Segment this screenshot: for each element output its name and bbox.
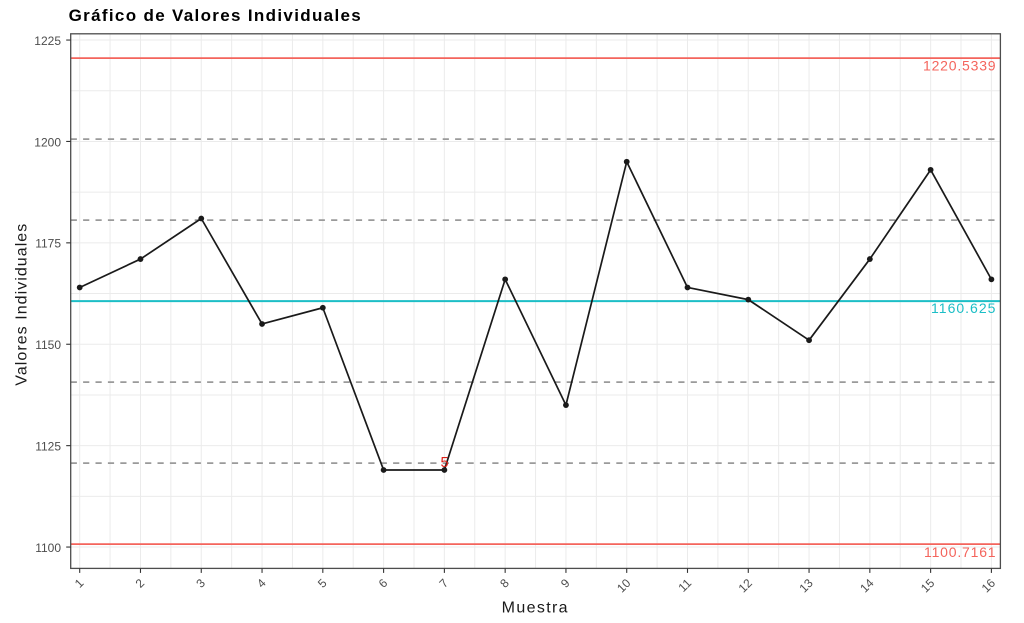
svg-text:1150: 1150 bbox=[35, 338, 61, 352]
svg-text:Valores Individuales: Valores Individuales bbox=[14, 223, 31, 386]
svg-text:1200: 1200 bbox=[34, 135, 61, 149]
svg-text:1220.5339: 1220.5339 bbox=[923, 58, 996, 74]
svg-text:1100: 1100 bbox=[35, 541, 61, 555]
svg-text:1175: 1175 bbox=[35, 237, 61, 251]
svg-text:1160.625: 1160.625 bbox=[931, 300, 996, 316]
svg-text:Gráfico de Valores Individuale: Gráfico de Valores Individuales bbox=[69, 6, 363, 25]
svg-text:1225: 1225 bbox=[34, 34, 61, 48]
svg-text:Muestra: Muestra bbox=[502, 599, 569, 616]
svg-text:1100.7161: 1100.7161 bbox=[924, 544, 996, 560]
svg-text:1125: 1125 bbox=[35, 440, 61, 454]
svg-text:5: 5 bbox=[440, 455, 448, 471]
